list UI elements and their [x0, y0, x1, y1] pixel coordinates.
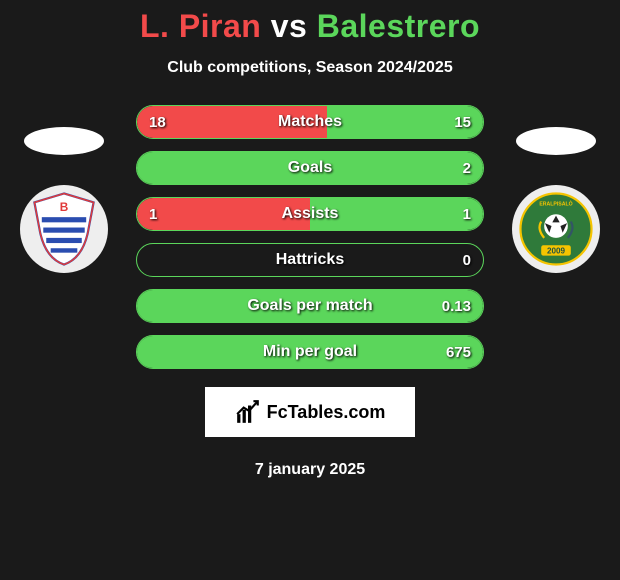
- player1-club-crest: B: [20, 185, 108, 273]
- player2-silhouette: [516, 127, 596, 155]
- crest-right-svg: ERALPISALÒ 2009: [519, 192, 593, 266]
- stat-value-right: 0.13: [442, 298, 471, 315]
- stat-row: Min per goal 675: [136, 335, 484, 369]
- stat-row: Goals 2: [136, 151, 484, 185]
- svg-text:B: B: [60, 200, 69, 214]
- generation-date: 7 january 2025: [0, 461, 620, 479]
- season-subtitle: Club competitions, Season 2024/2025: [167, 59, 452, 77]
- stat-row: Goals per match 0.13: [136, 289, 484, 323]
- stat-label: Goals per match: [247, 297, 372, 315]
- stat-value-right: 675: [446, 344, 471, 361]
- card-root: L. Piran vs Balestrero Club competitions…: [0, 0, 620, 479]
- player2-club-crest: ERALPISALÒ 2009: [512, 185, 600, 273]
- stat-value-right: 0: [463, 252, 471, 269]
- player2-name: Balestrero: [317, 8, 480, 44]
- stat-value-left: 18: [149, 114, 166, 131]
- stat-row: 18 Matches 15: [136, 105, 484, 139]
- comparison-title: L. Piran vs Balestrero: [140, 8, 480, 45]
- player1-name: L. Piran: [140, 8, 261, 44]
- stat-row: 1 Assists 1: [136, 197, 484, 231]
- stat-value-left: 1: [149, 206, 157, 223]
- vs-separator: vs: [271, 8, 308, 44]
- player1-silhouette: [24, 127, 104, 155]
- comparison-body: B ERALPISALÒ 2009 18 Matches: [0, 105, 620, 479]
- stat-label: Min per goal: [263, 343, 357, 361]
- brand-logo-icon: [235, 399, 261, 425]
- player1-side: B: [20, 127, 108, 273]
- brand-text: FcTables.com: [267, 402, 386, 423]
- stat-label: Matches: [278, 113, 342, 131]
- stats-list: 18 Matches 15 Goals 2 1 Assists 1 Hattricks 0 Goal…: [136, 105, 484, 369]
- stat-value-right: 2: [463, 160, 471, 177]
- stat-value-right: 1: [463, 206, 471, 223]
- stat-label: Assists: [282, 205, 339, 223]
- stat-row: Hattricks 0: [136, 243, 484, 277]
- stat-label: Hattricks: [276, 251, 344, 269]
- stat-value-right: 15: [454, 114, 471, 131]
- svg-text:2009: 2009: [547, 246, 566, 255]
- crest-left-svg: B: [27, 192, 101, 266]
- branding-badge[interactable]: FcTables.com: [205, 387, 415, 437]
- stat-label: Goals: [288, 159, 332, 177]
- player2-side: ERALPISALÒ 2009: [512, 127, 600, 273]
